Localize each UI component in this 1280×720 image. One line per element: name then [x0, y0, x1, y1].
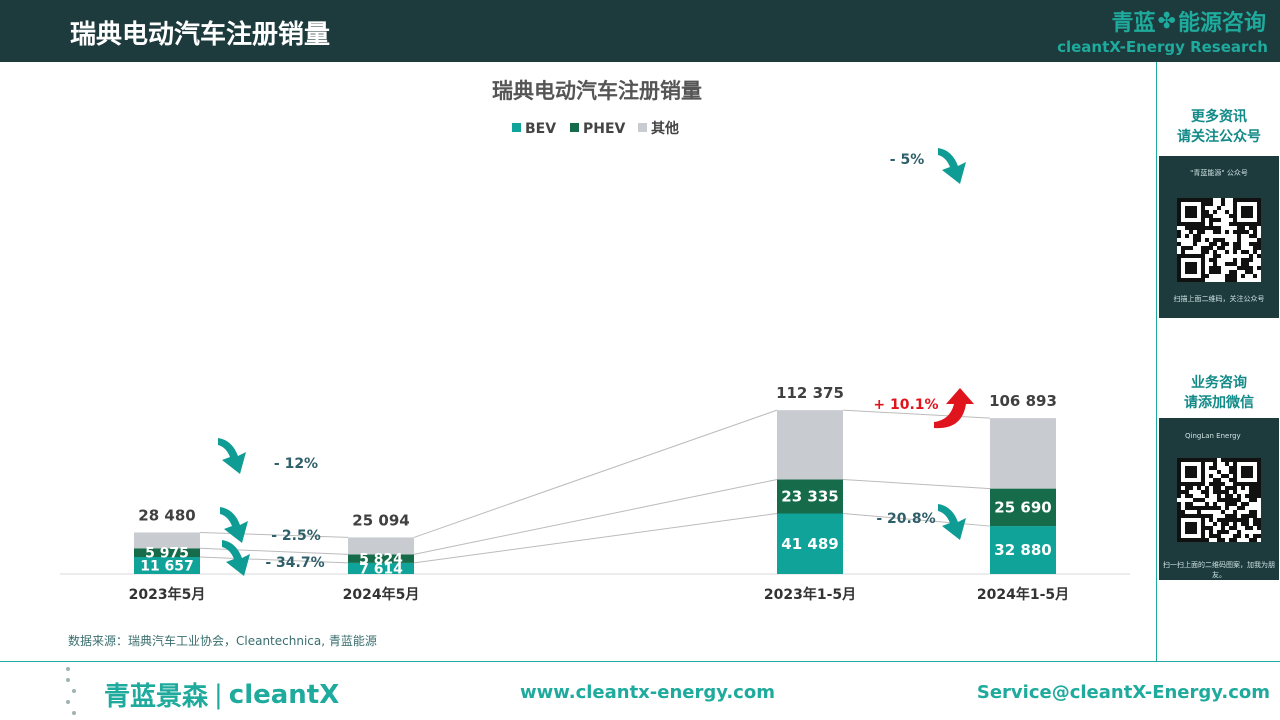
footer-divider — [0, 661, 1280, 662]
footer-logo-en: cleantX — [228, 679, 340, 710]
contact-heading-2: 请添加微信 — [1184, 395, 1254, 411]
qr-card-title: QingLan Energy — [1185, 432, 1241, 440]
website-link[interactable]: www.cleantx-energy.com — [520, 682, 775, 703]
legend-label-2: 其他 — [651, 120, 679, 137]
annotation-total-may: - 12% — [274, 456, 318, 472]
value-label-bev-1: 7 614 — [359, 561, 403, 577]
connector-bev-2 — [842, 513, 991, 527]
header-bar: 瑞典电动汽车注册销量 青蓝 ✤ 能源咨询 cleantX-Energy Rese… — [0, 0, 1280, 62]
bar-other-1 — [348, 537, 414, 555]
up-arrow-icon-phev-ytd — [934, 388, 974, 429]
annotation-bev-may: - 34.7% — [265, 555, 324, 571]
dots-decoration-icon — [66, 667, 76, 715]
email-link[interactable]: Service@cleantX-Energy.com — [976, 682, 1270, 703]
total-label-2: 112 375 — [776, 384, 844, 402]
connector-bev-1 — [413, 513, 778, 564]
annotation-bev-ytd: - 20.8% — [876, 511, 935, 527]
follow-heading-2: 请关注公众号 — [1177, 129, 1261, 145]
right-panel: 更多资讯 请关注公众号 "青蓝能源" 公众号 扫描上面二维码，关注公众号 业务咨… — [1156, 62, 1280, 662]
connector-bev-0 — [199, 556, 349, 564]
bar-phev-1 — [348, 554, 414, 563]
connector-phev-0 — [199, 547, 349, 555]
bar-other-3 — [990, 418, 1056, 489]
logo-separator: | — [214, 679, 223, 710]
value-label-phev-0: 5 975 — [145, 546, 189, 562]
down-arrow-icon-phev-may — [220, 507, 248, 543]
annotation-phev-may: - 2.5% — [271, 528, 321, 544]
qr-card-title: "青蓝能源" 公众号 — [1190, 169, 1248, 177]
category-label-0: 2023年5月 — [129, 586, 206, 603]
legend-swatch-1 — [570, 123, 579, 132]
qr-code-icon[interactable] — [1177, 458, 1261, 542]
qr-card-wechat-account: "青蓝能源" 公众号 扫描上面二维码，关注公众号 — [1159, 156, 1279, 318]
bar-bev-1 — [348, 562, 414, 574]
bar-phev-3 — [990, 488, 1056, 527]
qr-card-caption: 扫描上面二维码，关注公众号 — [1173, 295, 1265, 303]
qr-card-caption: 扫一扫上面的二维码图案，加我为朋友。 — [1163, 561, 1275, 579]
value-label-bev-3: 32 880 — [994, 541, 1051, 559]
total-label-3: 106 893 — [989, 392, 1057, 410]
footer-logo-cn: 青蓝景森 — [104, 682, 209, 712]
legend-label-1: PHEV — [583, 121, 626, 137]
chart-title: 瑞典电动汽车注册销量 — [492, 79, 702, 103]
connector-total-1 — [413, 409, 778, 538]
category-label-1: 2024年5月 — [343, 586, 420, 603]
value-label-phev-3: 25 690 — [994, 498, 1051, 516]
category-label-3: 2024年1-5月 — [977, 586, 1069, 603]
legend-swatch-0 — [512, 123, 521, 132]
value-label-bev-2: 41 489 — [781, 535, 838, 553]
footer: 青蓝景森 | cleantX www.cleantx-energy.com Se… — [0, 662, 1280, 720]
qr-card-wechat-contact: QingLan Energy 扫一扫上面的二维码图案，加我为朋友。 — [1159, 418, 1279, 580]
connector-total-0 — [199, 531, 349, 538]
value-label-bev-0: 11 657 — [140, 559, 194, 575]
total-label-1: 25 094 — [352, 511, 409, 529]
value-label-phev-2: 23 335 — [781, 487, 838, 505]
qr-code-icon[interactable] — [1177, 198, 1261, 282]
bar-bev-2 — [777, 513, 843, 574]
annotation-total-ytd: - 5% — [890, 152, 924, 168]
annotation-phev-ytd: + 10.1% — [873, 397, 938, 413]
bar-phev-0 — [134, 548, 200, 558]
down-arrow-icon-bev-ytd — [938, 504, 966, 540]
follow-heading-1: 更多资讯 — [1191, 109, 1247, 125]
connector-phev-1 — [413, 478, 778, 555]
brand-name-en: cleantX-Energy Research — [1057, 38, 1268, 56]
bar-bev-0 — [134, 557, 200, 574]
legend-label-0: BEV — [525, 121, 556, 137]
clover-icon: ✤ — [1157, 8, 1176, 34]
footer-logo: 青蓝景森 | cleantX — [104, 676, 339, 713]
legend-swatch-2 — [638, 123, 647, 132]
brand-name-suffix: 能源咨询 — [1177, 11, 1266, 36]
category-label-2: 2023年1-5月 — [764, 586, 856, 603]
down-arrow-icon-total-may — [218, 438, 246, 474]
brand-logo-cn: 青蓝 ✤ 能源咨询 — [1112, 5, 1266, 37]
data-source-note: 数据来源：瑞典汽车工业协会，Cleantechnica, 青蓝能源 — [68, 634, 377, 648]
total-label-0: 28 480 — [138, 506, 195, 524]
bar-bev-3 — [990, 526, 1056, 574]
brand-name-prefix: 青蓝 — [1111, 11, 1156, 36]
bar-other-2 — [777, 410, 843, 480]
bar-other-0 — [134, 532, 200, 549]
connector-total-2 — [842, 409, 991, 419]
contact-heading-1: 业务咨询 — [1191, 375, 1247, 391]
value-label-phev-1: 5 824 — [359, 552, 403, 568]
connector-phev-2 — [842, 478, 991, 490]
bar-phev-2 — [777, 479, 843, 514]
down-arrow-icon-total-ytd — [938, 148, 966, 184]
page-title: 瑞典电动汽车注册销量 — [70, 20, 331, 50]
down-arrow-icon-bev-may — [222, 540, 250, 576]
